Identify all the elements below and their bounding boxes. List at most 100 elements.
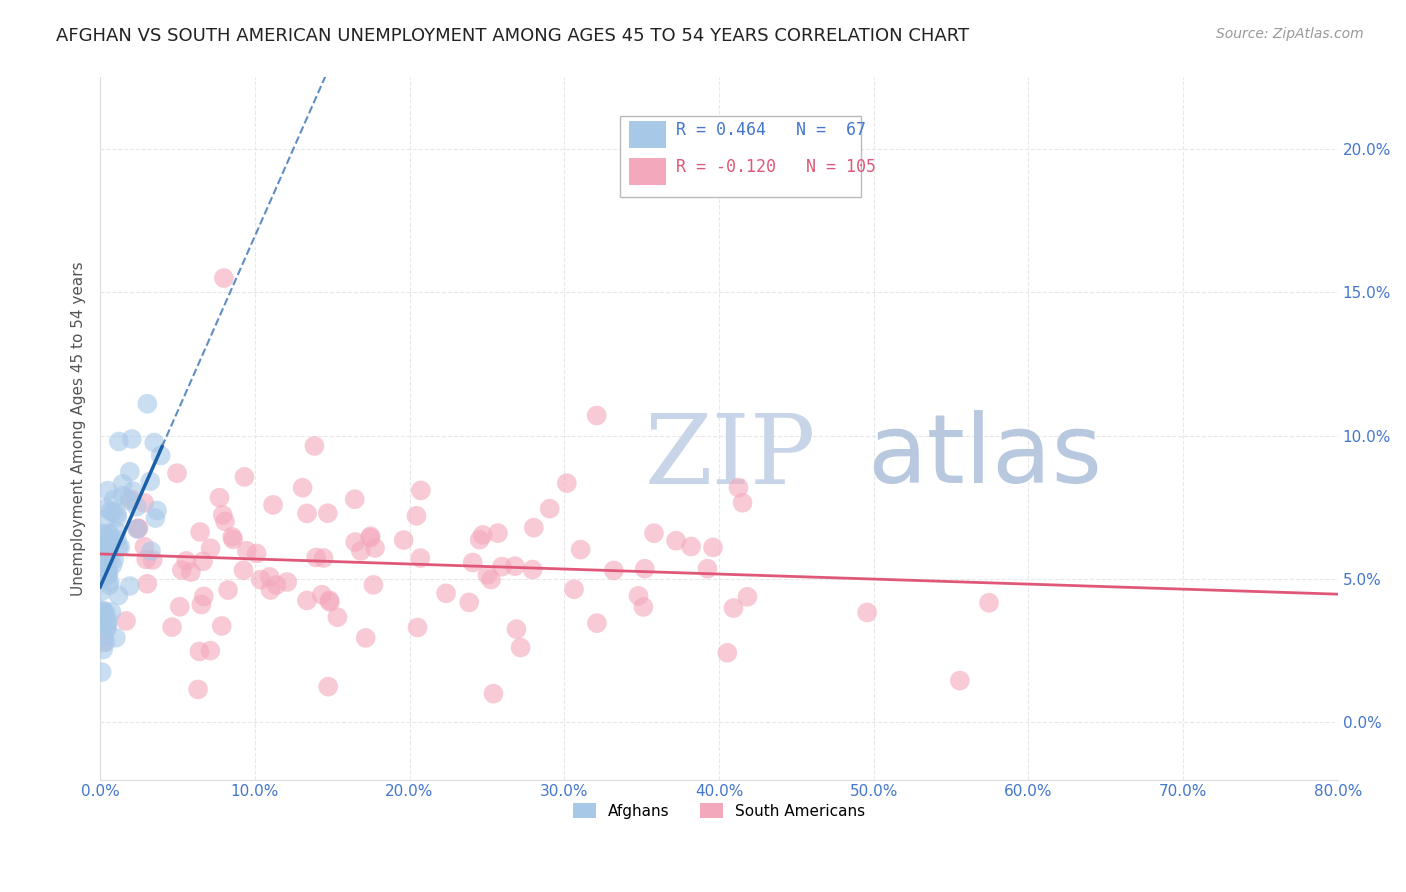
Point bbox=[523, 521, 546, 535]
Point bbox=[434, 586, 457, 600]
Point bbox=[509, 640, 531, 655]
Point bbox=[522, 563, 544, 577]
Point bbox=[486, 526, 509, 541]
Point bbox=[643, 526, 665, 541]
Point bbox=[174, 554, 197, 568]
Point bbox=[193, 590, 215, 604]
Point bbox=[479, 573, 502, 587]
Point bbox=[354, 631, 377, 645]
Point bbox=[360, 529, 382, 543]
Point bbox=[97, 613, 120, 627]
Point bbox=[266, 578, 288, 592]
Point bbox=[103, 552, 125, 566]
Point bbox=[97, 565, 120, 579]
Point bbox=[304, 439, 326, 453]
Point bbox=[471, 528, 494, 542]
Point bbox=[93, 635, 115, 649]
Text: Source: ZipAtlas.com: Source: ZipAtlas.com bbox=[1216, 27, 1364, 41]
Point bbox=[96, 567, 118, 582]
Point bbox=[208, 491, 231, 505]
Point bbox=[405, 508, 427, 523]
Point bbox=[90, 584, 112, 599]
Point bbox=[90, 615, 112, 630]
FancyBboxPatch shape bbox=[620, 116, 862, 197]
Point bbox=[105, 507, 128, 521]
Point bbox=[127, 521, 149, 535]
Point bbox=[723, 601, 745, 615]
Point bbox=[94, 635, 117, 649]
Point bbox=[503, 559, 526, 574]
Point bbox=[665, 533, 688, 548]
Point bbox=[586, 616, 609, 631]
Point bbox=[233, 470, 256, 484]
Point bbox=[212, 271, 235, 285]
Point bbox=[96, 622, 118, 636]
Point bbox=[363, 578, 385, 592]
Point bbox=[318, 593, 340, 607]
Point bbox=[295, 507, 318, 521]
Point bbox=[350, 544, 373, 558]
Point bbox=[97, 568, 120, 582]
Point bbox=[409, 551, 432, 566]
Point bbox=[97, 538, 120, 552]
Point bbox=[94, 549, 117, 564]
Point bbox=[146, 503, 169, 517]
Point bbox=[139, 544, 162, 558]
Point bbox=[477, 567, 499, 582]
Point bbox=[98, 550, 121, 565]
Point bbox=[221, 530, 243, 544]
Point bbox=[191, 554, 214, 568]
Point bbox=[103, 492, 125, 507]
Point bbox=[217, 583, 239, 598]
Point bbox=[949, 673, 972, 688]
Point bbox=[94, 607, 117, 621]
Point bbox=[91, 540, 114, 554]
Text: ZIP: ZIP bbox=[645, 409, 815, 504]
Point bbox=[118, 579, 141, 593]
Text: AFGHAN VS SOUTH AMERICAN UNEMPLOYMENT AMONG AGES 45 TO 54 YEARS CORRELATION CHAR: AFGHAN VS SOUTH AMERICAN UNEMPLOYMENT AM… bbox=[56, 27, 969, 45]
Point bbox=[633, 599, 655, 614]
Legend: Afghans, South Americans: Afghans, South Americans bbox=[567, 797, 872, 824]
Y-axis label: Unemployment Among Ages 45 to 54 years: Unemployment Among Ages 45 to 54 years bbox=[72, 261, 86, 596]
Point bbox=[482, 687, 505, 701]
Point bbox=[93, 604, 115, 618]
Point bbox=[188, 524, 211, 539]
Point bbox=[312, 551, 335, 566]
Point bbox=[110, 540, 132, 554]
Point bbox=[97, 534, 120, 549]
Point bbox=[118, 493, 141, 508]
Point bbox=[101, 558, 124, 572]
Point bbox=[142, 553, 165, 567]
Point bbox=[111, 476, 134, 491]
Point bbox=[200, 643, 222, 657]
Point bbox=[136, 397, 159, 411]
Point bbox=[96, 560, 118, 574]
Point bbox=[93, 630, 115, 644]
Point bbox=[100, 605, 122, 619]
Point bbox=[276, 574, 298, 589]
Point bbox=[139, 475, 162, 489]
Point bbox=[731, 496, 754, 510]
Point bbox=[97, 615, 120, 630]
Point bbox=[160, 620, 183, 634]
Point bbox=[100, 504, 122, 518]
Point bbox=[94, 501, 117, 516]
Point bbox=[222, 533, 245, 547]
Point bbox=[696, 561, 718, 575]
Point bbox=[96, 539, 118, 553]
Point bbox=[291, 481, 314, 495]
Point bbox=[716, 646, 738, 660]
Point bbox=[326, 610, 349, 624]
Point bbox=[491, 559, 513, 574]
Point bbox=[107, 541, 129, 555]
Point bbox=[562, 582, 585, 597]
Point bbox=[211, 508, 233, 522]
Point bbox=[305, 550, 328, 565]
Point bbox=[392, 533, 415, 547]
Point bbox=[262, 498, 284, 512]
Point bbox=[406, 620, 429, 634]
Point bbox=[319, 595, 342, 609]
Point bbox=[170, 563, 193, 577]
Point bbox=[188, 644, 211, 658]
FancyBboxPatch shape bbox=[628, 121, 665, 148]
